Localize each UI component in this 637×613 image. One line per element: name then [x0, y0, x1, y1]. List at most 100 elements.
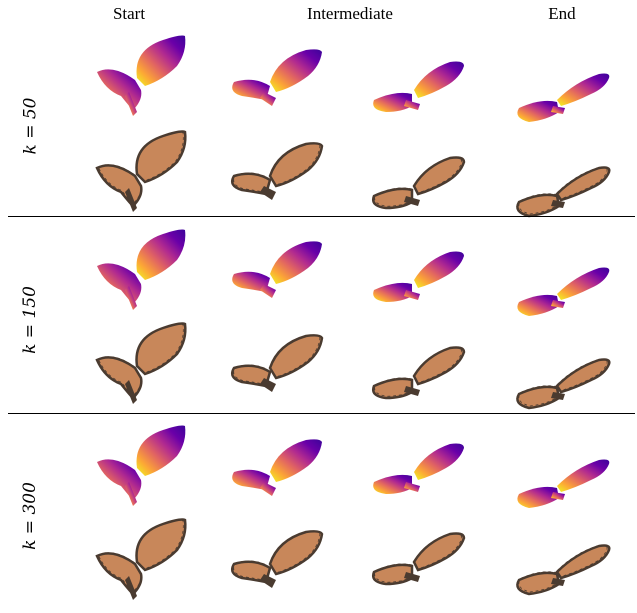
- butterfly-figure: [372, 156, 466, 210]
- butterfly-body: [551, 578, 565, 586]
- plasma-butterfly-end: [505, 432, 615, 522]
- textured-butterfly-intermediate-1: [220, 322, 330, 412]
- column-header-start: Start: [112, 4, 146, 23]
- wing-shape: [373, 92, 412, 112]
- butterfly-figure: [517, 73, 610, 122]
- butterfly-figure: [232, 49, 322, 106]
- wing-shape: [232, 271, 270, 292]
- wing-shape: [97, 263, 142, 304]
- wing-vein: [374, 377, 413, 397]
- plasma-butterfly-end: [505, 46, 615, 136]
- textured-butterfly-end: [505, 140, 615, 230]
- wing-shape: [135, 518, 187, 572]
- row-label-k300: k = 300: [20, 482, 40, 550]
- wing-shape: [232, 79, 270, 100]
- row-block-k300: k = 300: [0, 418, 637, 613]
- wing-shape: [404, 482, 420, 492]
- wing-vein: [556, 359, 608, 392]
- butterfly-figure: [232, 439, 322, 496]
- plasma-butterfly-intermediate-1: [220, 228, 330, 318]
- wing-shape: [135, 322, 187, 376]
- row-label-k50: k = 50: [20, 97, 40, 155]
- textured-butterfly-intermediate-2: [360, 138, 470, 228]
- wing-shape: [125, 92, 137, 116]
- wing-shape: [97, 459, 142, 500]
- wing-vein: [413, 157, 463, 194]
- butterfly-body: [260, 574, 276, 588]
- wing-vein: [269, 143, 321, 186]
- butterfly-body: [404, 572, 420, 582]
- row-separator: [8, 413, 635, 414]
- textured-butterfly-start: [85, 514, 195, 604]
- wing-vein: [233, 560, 271, 581]
- plasma-butterfly-start: [85, 30, 195, 120]
- butterfly-figure: [97, 229, 186, 310]
- butterfly-figure: [373, 61, 464, 112]
- butterfly-body: [125, 380, 137, 404]
- wing-shape: [414, 251, 464, 288]
- wing-vein: [518, 193, 560, 215]
- wing-vein: [518, 385, 560, 407]
- textured-butterfly-end: [505, 518, 615, 608]
- wing-shape: [125, 286, 137, 310]
- wing-shape: [270, 439, 322, 482]
- plasma-butterfly-intermediate-2: [360, 42, 470, 132]
- butterfly-figure: [232, 241, 322, 298]
- wing-shape: [557, 73, 610, 106]
- wing-vein: [413, 533, 463, 570]
- row-separator: [8, 216, 635, 217]
- wing-shape: [231, 172, 272, 196]
- butterfly-figure: [516, 544, 611, 596]
- wing-vein: [413, 347, 463, 384]
- butterfly-body: [551, 200, 565, 208]
- plasma-butterfly-start: [85, 420, 195, 510]
- wing-shape: [268, 334, 324, 380]
- plasma-butterfly-intermediate-1: [220, 426, 330, 516]
- butterfly-body: [404, 386, 420, 396]
- wing-shape: [414, 61, 464, 98]
- butterfly-figure: [231, 530, 324, 588]
- wing-shape: [373, 474, 412, 494]
- butterfly-body: [260, 186, 276, 200]
- wing-vein: [374, 187, 413, 207]
- butterfly-figure: [516, 166, 611, 218]
- row-label-k150: k = 150: [20, 286, 40, 354]
- column-header-intermediate: Intermediate: [307, 4, 393, 23]
- wing-vein: [518, 571, 560, 593]
- textured-butterfly-intermediate-1: [220, 518, 330, 608]
- plasma-butterfly-intermediate-2: [360, 424, 470, 514]
- plasma-butterfly-end: [505, 240, 615, 330]
- wing-shape: [136, 425, 186, 476]
- textured-butterfly-start: [85, 126, 195, 216]
- wing-vein: [269, 531, 321, 574]
- wing-shape: [125, 482, 137, 506]
- wing-shape: [412, 532, 466, 572]
- butterfly-body: [404, 196, 420, 206]
- wing-shape: [517, 100, 559, 122]
- wing-shape: [372, 187, 414, 210]
- butterfly-figure: [95, 518, 187, 600]
- textured-butterfly-intermediate-2: [360, 328, 470, 418]
- wing-vein: [98, 552, 142, 593]
- wing-shape: [412, 346, 466, 386]
- wing-shape: [231, 560, 272, 584]
- wing-vein: [136, 519, 184, 570]
- wing-shape: [97, 69, 142, 110]
- plasma-butterfly-intermediate-1: [220, 36, 330, 126]
- wing-shape: [231, 364, 272, 388]
- butterfly-body: [125, 188, 137, 212]
- butterfly-figure: [97, 35, 186, 116]
- wing-shape: [414, 443, 464, 480]
- butterfly-figure: [231, 142, 324, 200]
- wing-shape: [404, 290, 420, 300]
- textured-butterfly-intermediate-1: [220, 130, 330, 220]
- wing-vein: [374, 563, 413, 583]
- textured-butterfly-start: [85, 318, 195, 408]
- wing-shape: [516, 571, 561, 596]
- column-header-end: End: [548, 4, 576, 23]
- wing-shape: [95, 552, 143, 596]
- butterfly-figure: [97, 425, 186, 506]
- wing-shape: [557, 267, 610, 300]
- wing-shape: [136, 229, 186, 280]
- butterfly-figure: [372, 346, 466, 400]
